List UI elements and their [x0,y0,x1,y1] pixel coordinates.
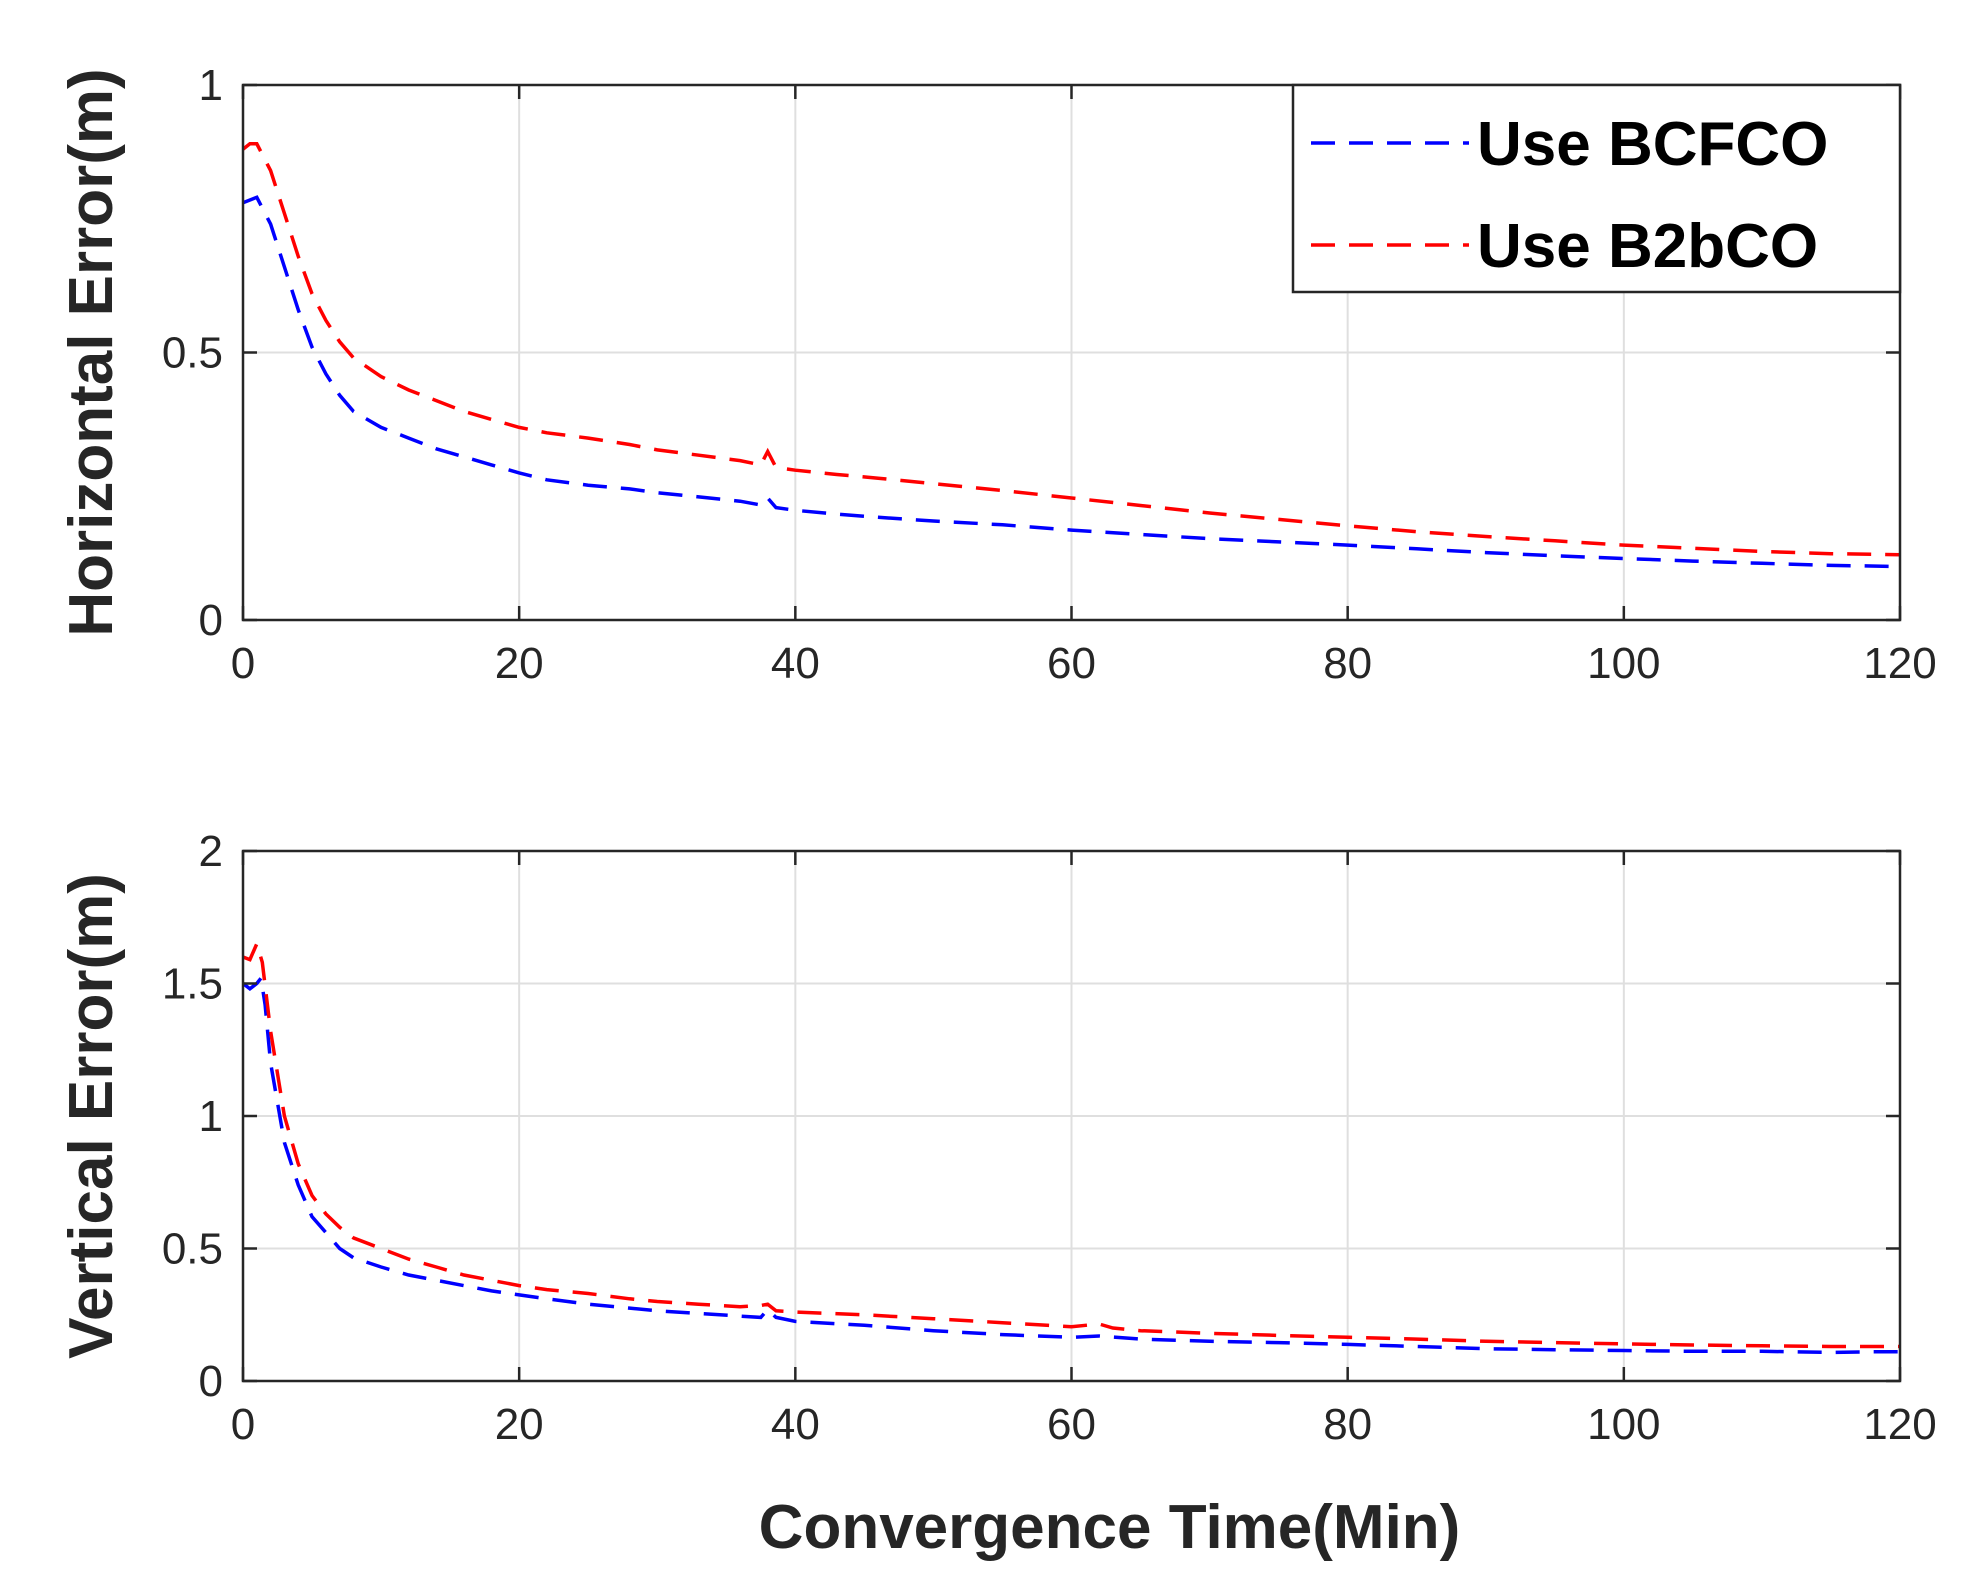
x-tick-label: 100 [1587,639,1660,688]
series-line-use-bcfco [242,195,1901,569]
x-tick-label: 40 [771,1400,820,1449]
legend-box [1291,83,1902,294]
y-tick-label: 1 [199,1092,223,1141]
series-line-use-b2bco [241,142,1901,557]
x-tick-label: 60 [1047,639,1096,688]
y-axis-label: Horizontal Error(m) [57,68,126,636]
series-line-use-bcfco [241,973,1900,1355]
y-tick-label: 0.5 [162,329,223,378]
x-tick-label: 0 [231,639,255,688]
bottom-panel-vertical-error: 0 20 40 60 80 100 120 0 0.5 1 1.5 2 Vertical Error(m… [57,827,1937,1562]
x-tick-label: 120 [1863,639,1936,688]
x-tick-label: 80 [1323,639,1372,688]
series-line-use-b2bco [242,938,1900,1349]
y-tick-label: 2 [199,827,223,876]
x-tick-label: 0 [231,1400,255,1449]
x-axis-label: Convergence Time(Min) [759,1493,1461,1562]
y-tick-label: 1.5 [162,960,223,1009]
x-tick-label: 100 [1587,1400,1660,1449]
x-tick-label: 20 [495,1400,544,1449]
top-panel-horizontal-error: 0 20 40 60 80 100 120 0 0.5 1 Horizontal Error(m) U… [57,61,1937,688]
y-tick-label: 0.5 [162,1225,223,1274]
x-tick-label: 60 [1047,1400,1096,1449]
x-tick-label: 80 [1323,1400,1372,1449]
x-tick-label: 20 [495,639,544,688]
y-tick-label: 1 [199,61,223,110]
x-tick-label: 120 [1863,1400,1936,1449]
x-tick-label: 40 [771,639,820,688]
legend: Use BCFCO Use B2bCO [1291,83,1902,294]
legend-label: Use B2bCO [1477,212,1818,281]
y-tick-label: 0 [199,596,223,645]
legend-label: Use BCFCO [1477,110,1828,179]
y-axis-label: Vertical Error(m) [57,873,126,1359]
y-tick-label: 0 [199,1357,223,1406]
